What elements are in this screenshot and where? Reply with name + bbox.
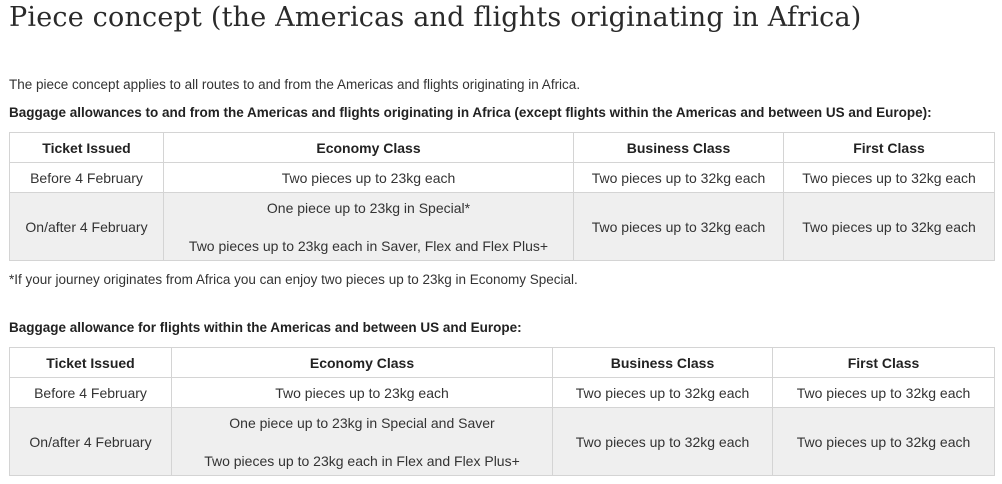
header-economy: Economy Class bbox=[171, 347, 553, 378]
cell-economy: One piece up to 23kg in Special and Save… bbox=[171, 407, 553, 476]
header-economy: Economy Class bbox=[163, 132, 574, 163]
cell-ticket: Before 4 February bbox=[9, 377, 172, 408]
header-ticket-issued: Ticket Issued bbox=[9, 132, 164, 163]
cell-ticket: On/after 4 February bbox=[9, 192, 164, 261]
table-row: Before 4 February Two pieces up to 23kg … bbox=[9, 162, 995, 193]
section1-heading: Baggage allowances to and from the Ameri… bbox=[9, 105, 932, 120]
table-row: On/after 4 February One piece up to 23kg… bbox=[9, 407, 995, 476]
cell-first: Two pieces up to 32kg each bbox=[772, 407, 995, 476]
cell-economy: Two pieces up to 23kg each bbox=[163, 162, 574, 193]
cell-business: Two pieces up to 32kg each bbox=[552, 377, 773, 408]
cell-first: Two pieces up to 32kg each bbox=[772, 377, 995, 408]
header-first: First Class bbox=[772, 347, 995, 378]
cell-economy: Two pieces up to 23kg each bbox=[171, 377, 553, 408]
cell-business: Two pieces up to 32kg each bbox=[573, 192, 784, 261]
cell-first: Two pieces up to 32kg each bbox=[783, 162, 995, 193]
footnote: *If your journey originates from Africa … bbox=[9, 272, 578, 287]
page-title: Piece concept (the Americas and flights … bbox=[9, 2, 862, 33]
cell-first: Two pieces up to 32kg each bbox=[783, 192, 995, 261]
cell-economy: One piece up to 23kg in Special* Two pie… bbox=[163, 192, 574, 261]
baggage-table-within-americas: Ticket Issued Economy Class Business Cla… bbox=[9, 347, 995, 476]
economy-line: Two pieces up to 23kg each in Flex and F… bbox=[204, 452, 520, 469]
intro-text: The piece concept applies to all routes … bbox=[9, 77, 581, 92]
section2-heading: Baggage allowance for flights within the… bbox=[9, 320, 522, 335]
cell-business: Two pieces up to 32kg each bbox=[552, 407, 773, 476]
table-header-row: Ticket Issued Economy Class Business Cla… bbox=[9, 132, 995, 163]
table-row: On/after 4 February One piece up to 23kg… bbox=[9, 192, 995, 261]
header-first: First Class bbox=[783, 132, 995, 163]
table-row: Before 4 February Two pieces up to 23kg … bbox=[9, 377, 995, 408]
cell-business: Two pieces up to 32kg each bbox=[573, 162, 784, 193]
header-business: Business Class bbox=[573, 132, 784, 163]
header-ticket-issued: Ticket Issued bbox=[9, 347, 172, 378]
cell-ticket: On/after 4 February bbox=[9, 407, 172, 476]
baggage-table-americas-africa: Ticket Issued Economy Class Business Cla… bbox=[9, 132, 995, 261]
table-header-row: Ticket Issued Economy Class Business Cla… bbox=[9, 347, 995, 378]
economy-line: One piece up to 23kg in Special* bbox=[266, 199, 471, 216]
economy-line: Two pieces up to 23kg each in Saver, Fle… bbox=[188, 237, 549, 254]
cell-ticket: Before 4 February bbox=[9, 162, 164, 193]
economy-line: One piece up to 23kg in Special and Save… bbox=[229, 414, 495, 431]
header-business: Business Class bbox=[552, 347, 773, 378]
